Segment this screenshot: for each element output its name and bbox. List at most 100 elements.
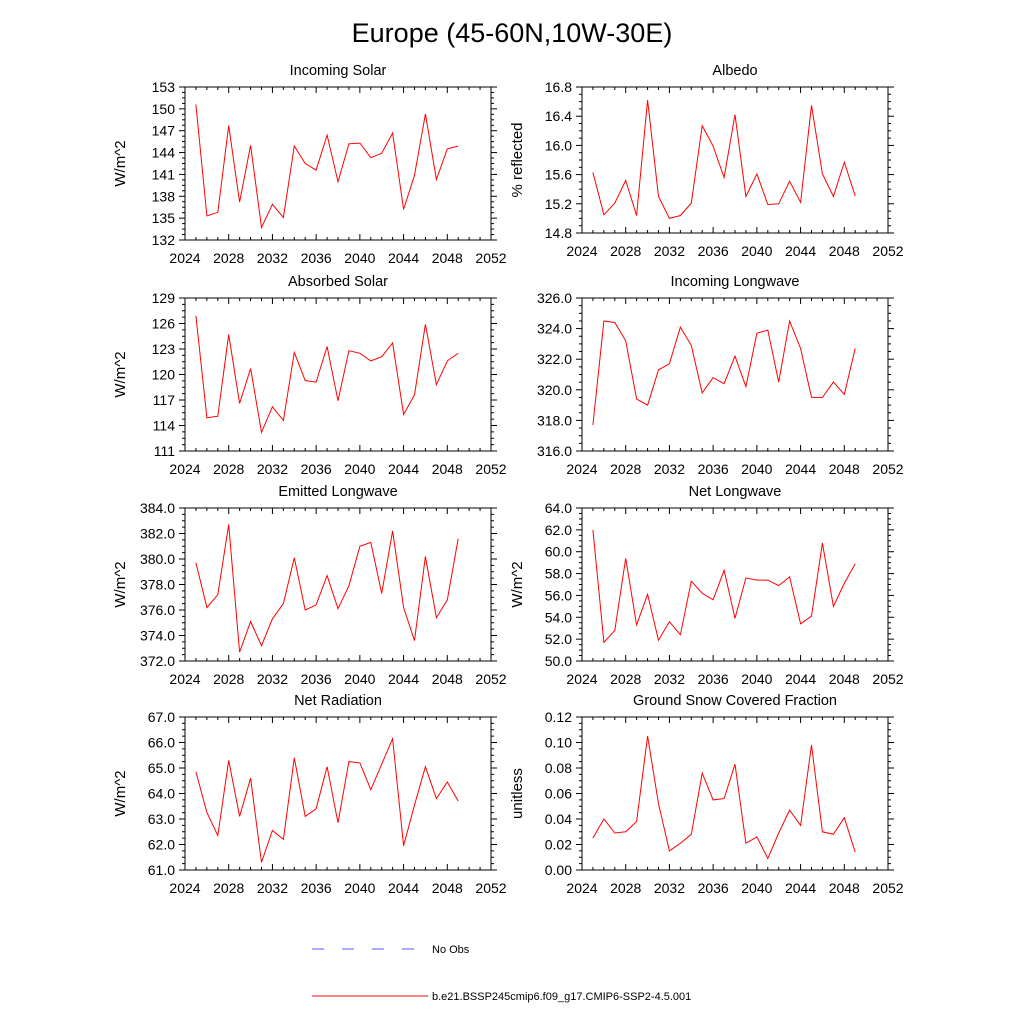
- x-tick-label: 2036: [698, 671, 729, 687]
- y-tick-label: 0.00: [545, 862, 572, 878]
- x-tick-label: 2040: [344, 461, 375, 477]
- legend-run-label: b.e21.BSSP245cmip6.f09_g17.CMIP6-SSP2-4.…: [432, 991, 691, 1003]
- x-tick-label: 2040: [741, 671, 772, 687]
- y-tick-label: 58.0: [545, 566, 572, 582]
- x-tick-label: 2032: [654, 671, 685, 687]
- x-tick-label: 2052: [475, 250, 506, 266]
- x-tick-label: 2048: [829, 880, 860, 896]
- y-tick-label: 123: [152, 341, 176, 357]
- x-tick-label: 2036: [698, 461, 729, 477]
- x-tick-label: 2040: [344, 880, 375, 896]
- x-tick-label: 2028: [610, 461, 641, 477]
- legend: No Obs b.e21.BSSP245cmip6.f09_g17.CMIP6-…: [312, 944, 691, 1003]
- panel-title: Emitted Longwave: [278, 484, 397, 500]
- x-tick-label: 2032: [257, 671, 288, 687]
- x-tick-label: 2024: [566, 243, 597, 259]
- series-line: [195, 524, 459, 653]
- legend-no-obs-label: No Obs: [432, 944, 470, 956]
- plot-frame: [184, 716, 492, 871]
- y-axis-label: unitless: [509, 768, 526, 819]
- y-tick-label: 64.0: [545, 500, 572, 516]
- y-tick-label: 318.0: [537, 412, 572, 428]
- x-tick-label: 2024: [566, 880, 597, 896]
- panel-1: Incoming Solar W/m^2 2024 2028 2032 2036 2040 2…: [112, 63, 507, 266]
- y-tick-label: 144: [152, 145, 176, 161]
- x-tick-label: 2044: [785, 880, 816, 896]
- panel-7: Net Radiation W/m^2 2024 2028 2032 2036 2040 20…: [112, 693, 507, 896]
- panel-title: Albedo: [712, 63, 757, 79]
- y-tick-label: 376.0: [140, 602, 175, 618]
- y-tick-label: 135: [152, 210, 176, 226]
- panel-title: Incoming Longwave: [671, 274, 800, 290]
- y-tick-label: 0.12: [545, 709, 572, 725]
- series-line: [592, 736, 856, 860]
- x-tick-label: 2044: [785, 671, 816, 687]
- x-tick-label: 2052: [475, 671, 506, 687]
- y-tick-label: 0.08: [545, 760, 572, 776]
- x-tick-label: 2032: [257, 461, 288, 477]
- y-tick-label: 0.04: [545, 811, 572, 827]
- y-tick-label: 316.0: [537, 443, 572, 459]
- x-tick-label: 2024: [169, 671, 200, 687]
- y-tick-label: 320.0: [537, 382, 572, 398]
- x-tick-label: 2032: [654, 243, 685, 259]
- y-tick-label: 380.0: [140, 551, 175, 567]
- y-tick-label: 66.0: [148, 735, 175, 751]
- x-tick-label: 2048: [829, 671, 860, 687]
- y-tick-label: 67.0: [148, 709, 175, 725]
- x-tick-label: 2040: [344, 671, 375, 687]
- panel-5: Emitted Longwave W/m^2 2024 2028 2032 2036 204…: [112, 484, 507, 687]
- x-tick-label: 2028: [610, 243, 641, 259]
- y-tick-label: 374.0: [140, 628, 175, 644]
- panel-8: Ground Snow Covered Fraction unitless 2024…: [509, 693, 904, 896]
- y-axis-label: W/m^2: [509, 561, 526, 607]
- x-tick-label: 2044: [388, 250, 419, 266]
- plot-frame: [184, 297, 492, 452]
- series-line: [195, 736, 459, 863]
- y-tick-label: 117: [153, 392, 176, 408]
- y-tick-label: 15.6: [545, 167, 572, 183]
- x-tick-label: 2044: [388, 880, 419, 896]
- series-line: [195, 104, 459, 230]
- x-tick-label: 2048: [432, 250, 463, 266]
- y-tick-label: 372.0: [140, 653, 175, 669]
- x-tick-label: 2048: [432, 671, 463, 687]
- y-tick-label: 16.4: [545, 108, 572, 124]
- y-tick-label: 14.8: [545, 225, 572, 241]
- y-tick-label: 0.06: [545, 786, 572, 802]
- y-tick-label: 132: [152, 232, 176, 248]
- x-tick-label: 2040: [741, 243, 772, 259]
- y-tick-label: 114: [153, 418, 176, 434]
- panel-title: Absorbed Solar: [288, 274, 388, 290]
- y-tick-label: 141: [152, 166, 176, 182]
- x-tick-label: 2052: [475, 461, 506, 477]
- y-tick-label: 378.0: [140, 577, 175, 593]
- plot-frame: [184, 507, 492, 662]
- x-tick-label: 2052: [872, 880, 903, 896]
- y-tick-label: 126: [152, 316, 176, 332]
- y-tick-label: 153: [152, 79, 176, 95]
- x-tick-label: 2032: [654, 461, 685, 477]
- panel-title: Net Longwave: [689, 484, 782, 500]
- x-tick-label: 2048: [432, 880, 463, 896]
- panel-4: Incoming Longwave 2024 2028 2032 2036 2040 204…: [537, 274, 904, 477]
- y-axis-label: W/m^2: [112, 770, 129, 816]
- panel-title: Incoming Solar: [290, 63, 387, 79]
- series-line: [592, 529, 856, 644]
- x-tick-label: 2052: [872, 671, 903, 687]
- x-tick-label: 2024: [169, 250, 200, 266]
- x-tick-label: 2040: [344, 250, 375, 266]
- y-axis-label: % reflected: [509, 122, 526, 197]
- figure-title: Europe (45-60N,10W-30E): [352, 18, 673, 48]
- x-tick-label: 2036: [698, 880, 729, 896]
- panel-3: Absorbed Solar W/m^2 2024 2028 2032 2036 2040 2…: [112, 274, 507, 477]
- y-tick-label: 60.0: [545, 544, 572, 560]
- panel-2: Albedo % reflected 2024 2028 2032 2036 2040 204…: [509, 63, 904, 259]
- x-tick-label: 2024: [566, 671, 597, 687]
- y-axis-label: W/m^2: [112, 561, 129, 607]
- y-tick-label: 62.0: [148, 837, 175, 853]
- y-tick-label: 322.0: [537, 351, 572, 367]
- x-tick-label: 2024: [169, 880, 200, 896]
- series-line: [592, 319, 856, 426]
